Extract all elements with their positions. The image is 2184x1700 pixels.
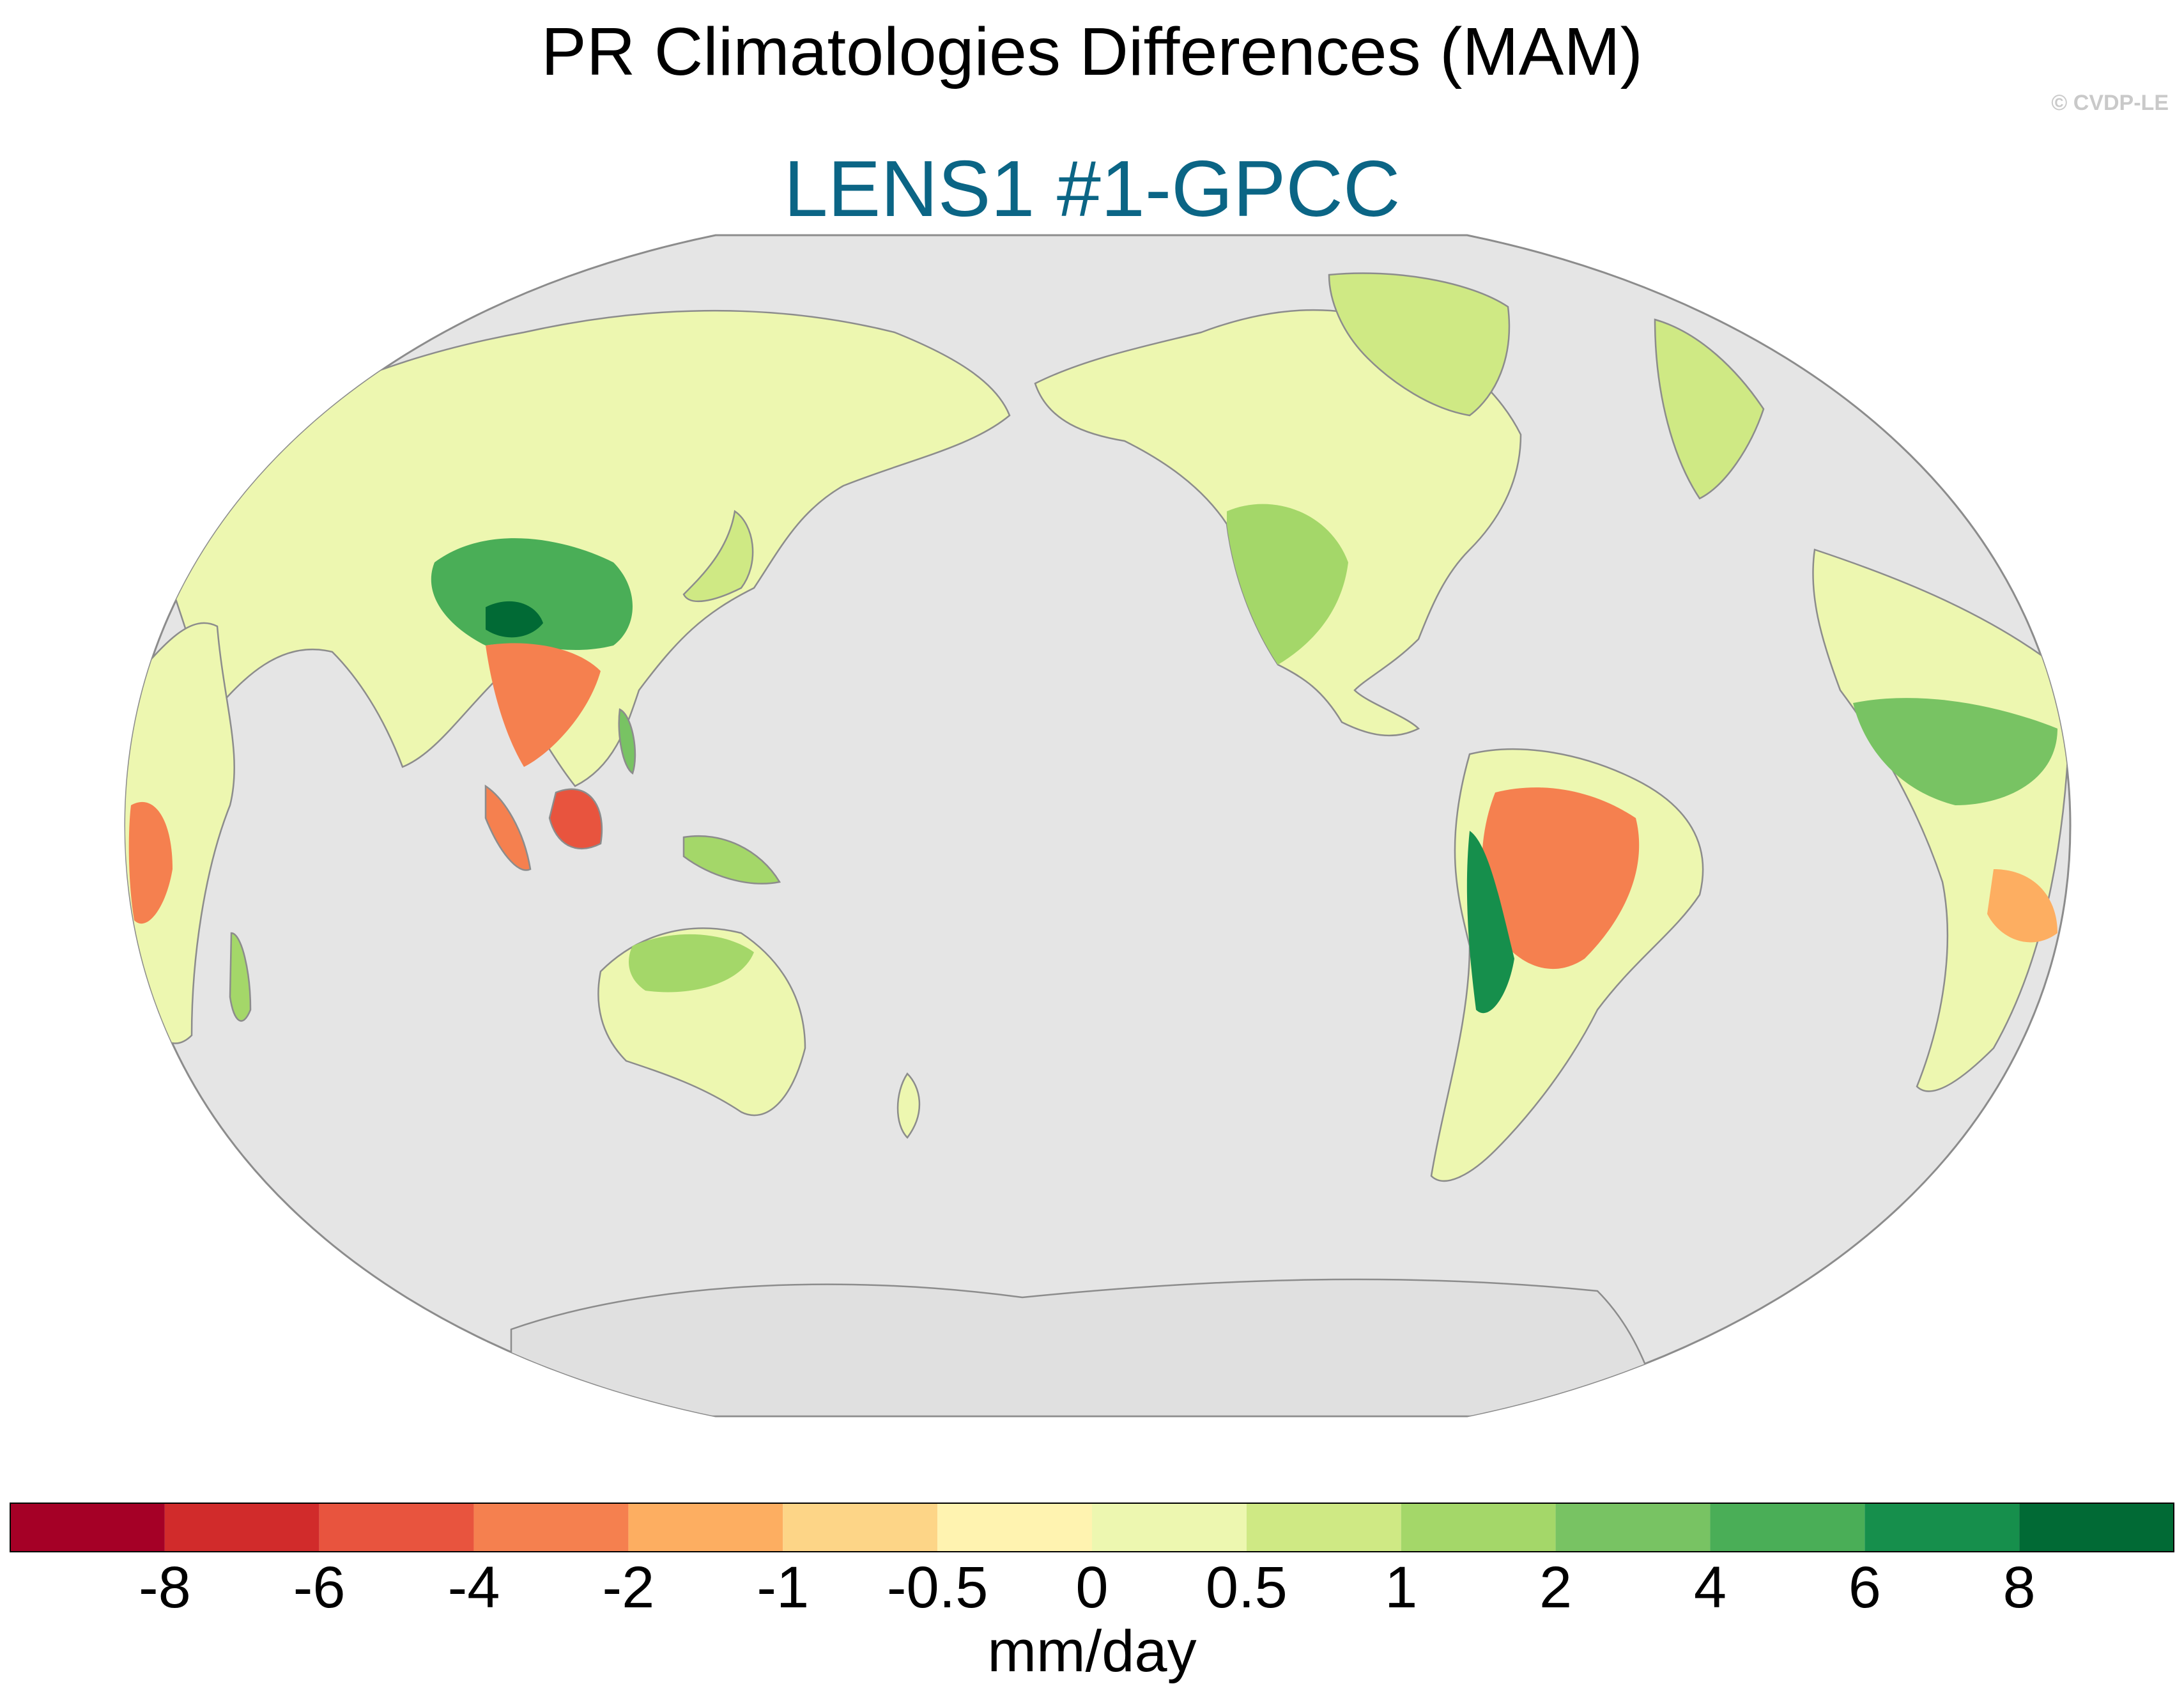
region-asia-core xyxy=(486,601,543,638)
region-west-africa-wet xyxy=(1853,698,2057,805)
region-australia-north xyxy=(629,934,754,993)
region-indochina-dry xyxy=(486,643,601,767)
land-greenland xyxy=(1328,272,1511,417)
region-south-africa-dry xyxy=(1987,869,2057,943)
land-japan xyxy=(682,509,754,603)
land-africa xyxy=(125,622,235,1044)
colorbar-box xyxy=(1401,1503,1556,1552)
land-sumatra xyxy=(484,784,532,871)
colorbar-tick-label: -0.5 xyxy=(886,1555,988,1620)
colorbar-tick-label: 2 xyxy=(1539,1555,1573,1620)
colorbar-tick-label: -8 xyxy=(138,1555,191,1620)
land-antarctica xyxy=(510,1278,1663,1416)
colorbar-tick-label: 1 xyxy=(1385,1555,1418,1620)
colorbar-box xyxy=(473,1503,629,1552)
colorbar-box xyxy=(1710,1503,1865,1552)
land-borneo xyxy=(548,788,603,850)
colorbar-box xyxy=(1555,1503,1711,1552)
credit-label: © CVDP-LE xyxy=(2051,91,2169,115)
region-amazon-dry xyxy=(1482,787,1640,970)
colorbar-tick-label: 8 xyxy=(2003,1555,2036,1620)
colorbar-box xyxy=(628,1503,783,1552)
colorbar-tick-label: 6 xyxy=(1848,1555,1881,1620)
colorbar-tick-label: 0.5 xyxy=(1205,1555,1288,1620)
land-new-zealand xyxy=(896,1072,921,1139)
colorbar-tick-label: -2 xyxy=(602,1555,655,1620)
colorbar-units: mm/day xyxy=(987,1619,1197,1684)
colorbar-tick-label: -1 xyxy=(757,1555,810,1620)
land-madagascar xyxy=(229,932,252,1022)
colorbar-box xyxy=(783,1503,938,1552)
colorbar-box xyxy=(164,1503,319,1552)
colorbar-tick-label: -6 xyxy=(293,1555,346,1620)
colorbar-box xyxy=(1865,1503,2020,1552)
colorbar-tick-label: -4 xyxy=(447,1555,500,1620)
region-asia-wet xyxy=(431,538,633,651)
map-title: PR Climatologies Differences (MAM) xyxy=(541,14,1643,89)
colorbar-box xyxy=(1092,1503,1247,1552)
land-scandinavia xyxy=(1654,318,1765,500)
region-africa-dry xyxy=(128,801,173,924)
region-andes-wet xyxy=(1466,831,1514,1014)
colorbar-box xyxy=(1246,1503,1401,1552)
colorbar-tick-label: 4 xyxy=(1693,1555,1727,1620)
colorbar-tick-label: 0 xyxy=(1075,1555,1109,1620)
colorbar-box xyxy=(937,1503,1092,1552)
colorbar-box xyxy=(10,1503,165,1552)
colorbar xyxy=(10,1503,2174,1552)
land-new-guinea xyxy=(682,835,781,885)
map-subtitle: LENS1 #1-GPCC xyxy=(783,145,1401,233)
land-philippines xyxy=(618,708,636,775)
region-north-america-wet xyxy=(1227,504,1348,665)
colorbar-box xyxy=(319,1503,474,1552)
colorbar-outline xyxy=(10,1503,2174,1552)
colorbar-box xyxy=(2019,1503,2174,1552)
